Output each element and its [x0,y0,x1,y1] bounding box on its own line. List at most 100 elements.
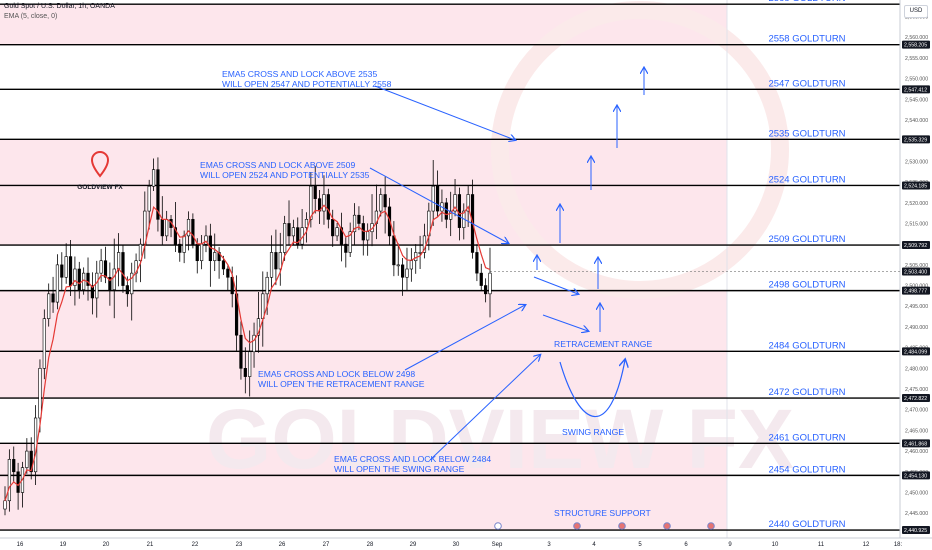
candle-body [444,202,448,220]
annotation-swing: SWING RANGE [562,427,624,437]
level-label-2510: 2509 GOLDTURN [768,234,845,245]
level-label-2547: 2547 GOLDTURN [768,78,845,89]
candle-body [309,185,313,220]
x-tick: 9 [728,542,732,548]
price-tag: 2,547.412 [904,87,927,93]
y-tick: 2,460.000 [905,449,928,455]
y-tick: 2,540.000 [905,118,928,124]
y-tick: 2,515.000 [905,221,928,227]
price-tag-bg [902,439,930,448]
x-tick: 22 [192,542,199,548]
candle-body [453,194,457,212]
x-tick: 16 [17,542,24,548]
candle-body [457,194,462,228]
candle-body [366,231,370,241]
candle-body [396,264,400,267]
candle-body [156,169,160,220]
y-tick: 2,550.000 [905,77,928,83]
candle-body [165,219,169,237]
annotation-ann-2484: WILL OPEN THE SWING RANGE [334,464,465,474]
candle-body [322,194,326,212]
candle-body [125,285,129,295]
support-zone-2 [0,290,727,399]
annotation-ann-2484: EMA5 CROSS AND LOCK BELOW 2484 [334,454,491,464]
y-tick: 2,445.000 [905,511,928,517]
price-tag: 2,484.099 [904,349,927,355]
y-tick: 2,465.000 [905,428,928,434]
candle-body [90,285,94,299]
candle-body [414,252,418,262]
candle-body [195,243,199,262]
candle-body [287,223,291,237]
x-tick: 28 [367,542,374,548]
candle-body [130,272,134,295]
candle-body [392,235,396,266]
candle-body [435,185,440,212]
price-tag-bg [902,526,930,535]
currency-button[interactable]: USD [904,5,928,18]
candle-body [344,243,348,253]
level-label-2441: 2440 GOLDTURN [768,519,845,530]
candle-body [3,500,7,510]
candle-body [230,276,234,295]
candle-body [261,293,265,319]
x-tick: Sep [492,542,503,548]
candle-body [151,169,156,187]
level-label-2473: 2472 GOLDTURN [768,387,845,398]
x-tick: 11 [818,542,825,548]
price-tag: 2,440.925 [904,528,927,534]
arrow-5 [542,314,588,331]
level-label-2454: 2454 GOLDTURN [768,464,845,475]
candle-body [409,260,413,270]
current-price-tag-bg [902,267,930,276]
candle-body [243,368,247,377]
candle-body [274,252,278,270]
candle-body [191,219,195,245]
candle-body [296,227,300,245]
arrow-3 [429,355,540,461]
y-tick: 2,490.000 [905,325,928,331]
candle-body [484,285,488,295]
y-tick: 2,520.000 [905,201,928,207]
candle-body [348,231,352,253]
price-tag: 2,472.822 [904,396,927,402]
candle-body [357,214,361,224]
level-label-2462: 2461 GOLDTURN [768,432,845,443]
x-tick: 10 [772,542,779,548]
y-tick: 2,555.000 [905,56,928,62]
price-tag-bg [902,471,930,480]
arrow-0 [374,85,515,140]
candle-body [103,260,108,278]
candle-body [42,318,46,369]
candle-body [55,264,60,303]
candle-body [73,268,77,286]
price-tag: 2,524.185 [904,183,927,189]
candle-body [51,293,55,303]
annotation-retracement: RETRACEMENT RANGE [554,339,652,349]
y-tick: 2,475.000 [905,387,928,393]
candle-body [248,351,252,377]
annotation-ann-2509: EMA5 CROSS AND LOCK ABOVE 2509 [200,160,355,170]
y-tick: 2,530.000 [905,159,928,165]
x-tick: 20 [103,542,110,548]
level-label-2558: 2558 GOLDTURN [768,34,845,45]
x-tick: 5 [638,542,642,548]
x-tick: 23 [236,542,243,548]
price-tag: 2,454.130 [904,473,927,479]
candle-body [64,256,68,278]
candle-body [173,227,178,245]
level-label-2499: 2498 GOLDTURN [768,280,845,291]
arrow-1 [369,167,508,243]
candle-body [200,243,204,262]
candle-body [278,252,282,270]
candle-body [221,260,226,270]
x-tick: 18: [894,542,903,548]
candle-body [77,268,81,290]
candle-body [29,450,33,473]
level-label-2535: 2535 GOLDTURN [768,128,845,139]
arrow-4 [533,276,578,294]
candle-body [204,235,208,245]
candle-body [449,210,453,220]
